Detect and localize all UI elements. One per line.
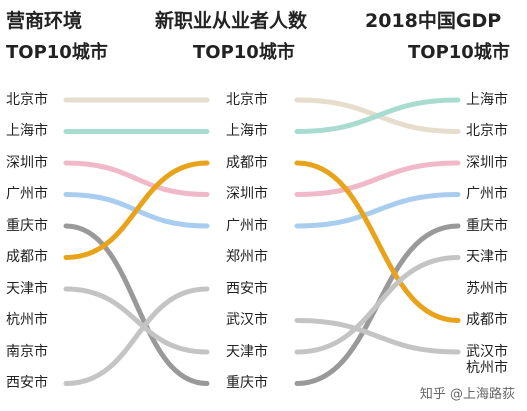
flow-segment-left: [63, 286, 210, 386]
left-city-label: 杭州市: [6, 312, 48, 328]
right-city-label: 武汉市: [466, 344, 508, 360]
middle-city-label: 天津市: [226, 344, 268, 360]
middle-header-subtitle: TOP10城市: [193, 42, 295, 63]
left-header-title: 营商环境: [6, 10, 83, 32]
flow-segment-right: [294, 160, 461, 323]
right-city-label: 深圳市: [466, 155, 508, 171]
right-city-label: 广州市: [466, 186, 508, 202]
middle-city-label: 北京市: [226, 92, 268, 108]
right-city-label: 苏州市: [466, 281, 508, 297]
right-city-label: 成都市: [466, 312, 508, 328]
middle-header-title: 新职业从业者人数: [155, 10, 308, 32]
left-city-label: 天津市: [6, 281, 48, 297]
flow-segment-left: [63, 160, 210, 197]
flow-segment-left: [63, 286, 210, 355]
flow-segment-left: [63, 160, 210, 260]
left-city-label: 北京市: [6, 92, 48, 108]
right-header-title: 2018中国GDP: [365, 10, 502, 32]
right-header-subtitle: TOP10城市: [408, 42, 510, 63]
watermark: 知乎 @上海路荻: [420, 383, 515, 402]
middle-city-label: 重庆市: [226, 375, 268, 391]
flow-segment-right: [294, 318, 461, 355]
middle-city-label: 广州市: [226, 218, 268, 234]
left-city-label: 成都市: [6, 249, 48, 265]
left-city-label: 上海市: [6, 123, 48, 139]
right-city-label: 杭州市: [466, 360, 508, 376]
watermark-platform: 知乎: [419, 387, 446, 402]
left-city-label: 西安市: [6, 375, 48, 391]
watermark-author: @上海路荻: [449, 387, 515, 402]
left-city-label: 重庆市: [6, 218, 48, 234]
left-header-subtitle: TOP10城市: [6, 42, 108, 63]
middle-city-label: 上海市: [226, 123, 268, 139]
middle-city-label: 成都市: [226, 155, 268, 171]
flow-segment-right: [294, 97, 461, 134]
left-city-label: 广州市: [6, 186, 48, 202]
left-city-label: 南京市: [6, 344, 48, 360]
flow-segment-right: [294, 192, 461, 229]
right-city-label: 天津市: [466, 249, 508, 265]
right-city-label: 北京市: [466, 123, 508, 139]
flow-segment-left: [63, 223, 210, 386]
middle-city-label: 郑州市: [226, 249, 268, 265]
middle-city-label: 西安市: [226, 281, 268, 297]
flow-segment-right: [294, 255, 461, 355]
middle-city-label: 深圳市: [226, 186, 268, 202]
flow-segment-right: [294, 160, 461, 197]
right-city-label: 重庆市: [466, 218, 508, 234]
middle-city-label: 武汉市: [226, 312, 268, 328]
left-city-label: 深圳市: [6, 155, 48, 171]
right-city-label: 上海市: [466, 92, 508, 108]
